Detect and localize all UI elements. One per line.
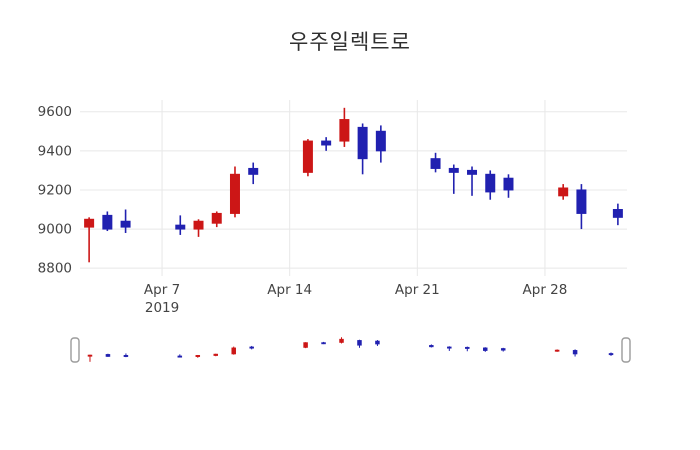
candle-body [447,346,452,349]
candle-body [483,347,488,351]
candle-body [303,342,308,348]
candle-body [375,340,380,345]
candle-body [229,173,240,214]
plot-area[interactable] [80,100,627,276]
y-tick-label: 9600 [38,104,72,120]
y-tick-label: 8800 [38,261,72,277]
candle-body [213,353,218,356]
candle-body [554,349,560,352]
x-tick-label: 2019 [145,300,179,316]
candle-body [120,220,131,228]
candle-body [576,189,587,214]
candle-body [608,353,614,356]
candle-body [430,158,441,169]
candle-body [321,140,332,146]
candle-body [339,119,350,142]
candle-body [84,218,95,228]
y-tick-label: 9000 [38,222,72,238]
candle-body [193,220,204,230]
candle-body [123,355,129,357]
rangeslider-handle-left[interactable] [70,337,80,363]
candle-body [429,345,434,348]
candle-body [302,140,313,173]
candle-body [249,346,254,349]
candle-body [485,173,496,193]
candle-body [467,169,478,175]
y-tick-label: 9400 [38,143,72,159]
candle-body [503,177,514,191]
candle-body [357,126,368,160]
candle-body [321,342,326,345]
candle-body [448,167,459,173]
candle-body [102,214,113,230]
candle-body [87,354,93,357]
rangeslider-track[interactable] [75,333,626,367]
x-tick-label: Apr 14 [267,282,312,298]
chart-title: 우주일렉트로 [289,30,411,54]
candle-body [248,167,259,175]
main-plot: 8800 9000 9200 9400 9600 Apr 7 2019 Apr 14 Apr 2… [38,100,627,316]
rangeslider [70,333,631,367]
candle-body [339,338,344,343]
candle-body [500,348,506,351]
candle-body [177,355,183,358]
candle-body [231,347,236,355]
rangeslider-handle-right[interactable] [621,337,631,363]
x-tick-label: Apr 7 [144,282,180,298]
candle-body [572,350,578,355]
candle-body [465,346,470,349]
candle-body [375,130,386,152]
candle-body [195,355,201,357]
candle-body [105,354,111,357]
candle-body [357,340,362,346]
candle-body [612,209,623,218]
x-tick-label: Apr 21 [395,282,440,298]
y-tick-label: 9200 [38,182,72,198]
candle-body [558,187,569,197]
candle-body [175,224,186,230]
candle-body [211,212,222,224]
x-tick-label: Apr 28 [523,282,568,298]
